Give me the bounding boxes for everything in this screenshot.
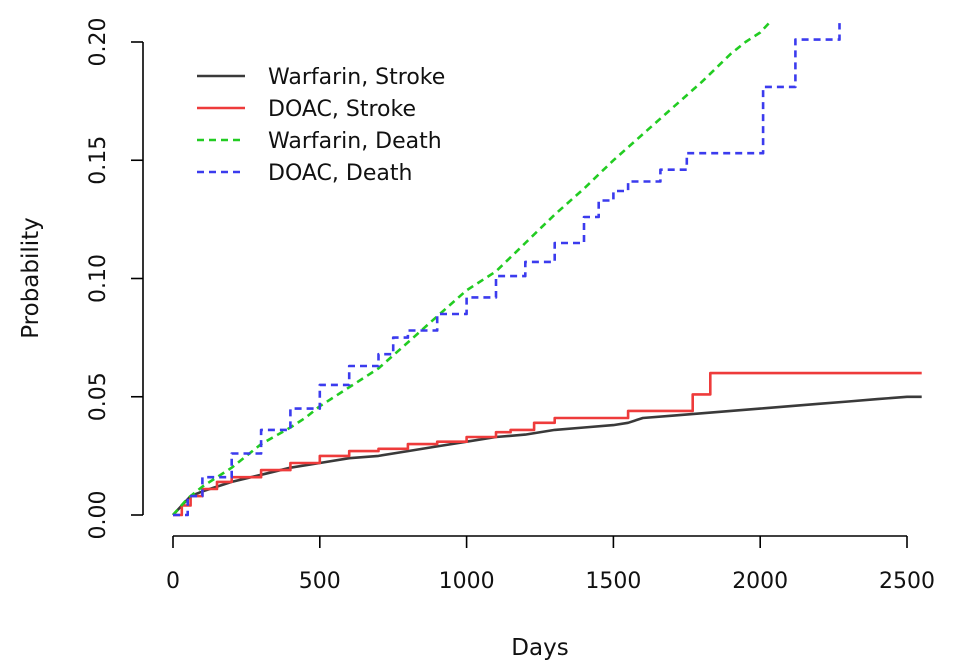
series-line-warfarin-stroke [172,395,922,516]
x-tick-label: 1500 [585,569,641,594]
x-tick-label: 2500 [879,569,935,594]
x-tick-label: 2000 [732,569,788,594]
x-tick-label: 0 [166,569,180,594]
series-layer [172,22,922,517]
x-axis-title: Days [511,635,568,661]
y-ticks: 0.00 0.05 0.10 0.15 0.20 [86,18,143,540]
x-tick-label: 500 [299,569,341,594]
legend-label: Warfarin, Stroke [268,65,445,90]
legend: Warfarin, Stroke DOAC, Stroke Warfarin, De… [197,65,445,186]
series-line-doac-death [173,23,841,517]
legend-label: DOAC, Death [268,161,412,186]
y-tick-label: 0.15 [86,136,111,185]
x-ticks: 0 500 1000 1500 2000 2500 [166,536,935,594]
y-tick-label: 0.05 [86,372,111,421]
series-line-doac-stroke [173,371,922,517]
x-tick-label: 1000 [439,569,495,594]
y-tick-label: 0.10 [86,254,111,303]
legend-label: Warfarin, Death [268,129,442,154]
chart-axes [142,42,907,537]
y-tick-label: 0.00 [86,491,111,540]
y-axis-title: Probability [18,217,44,339]
y-tick-label: 0.20 [86,18,111,67]
legend-label: DOAC, Stroke [268,97,416,122]
